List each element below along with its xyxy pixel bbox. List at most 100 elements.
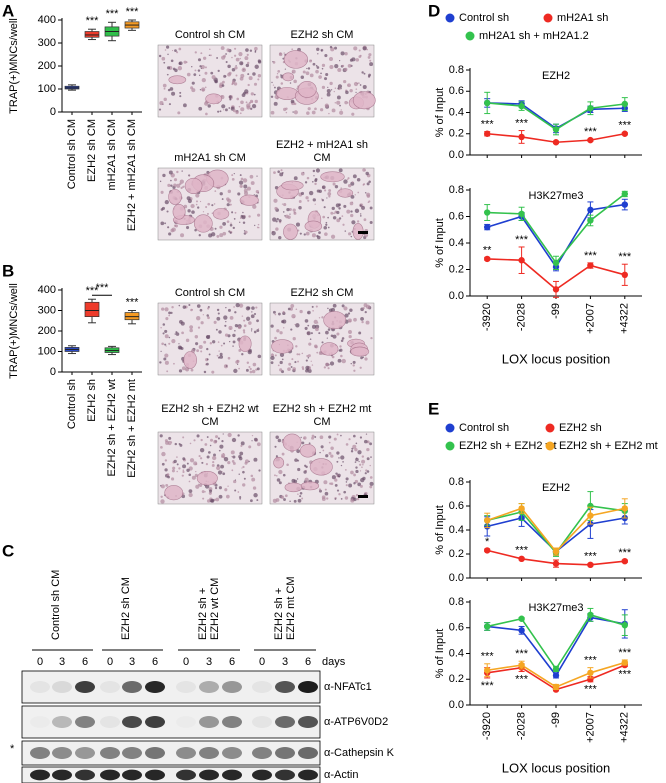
cell-speck (236, 359, 239, 362)
cell-speck (353, 482, 356, 485)
cell-speck (348, 232, 352, 236)
significance: *** (481, 119, 495, 131)
cell-speck (347, 318, 352, 323)
blot-band (145, 747, 165, 759)
cell-speck (355, 91, 357, 94)
cell-speck (298, 206, 302, 210)
cell-speck (344, 52, 348, 56)
cell-speck (279, 368, 283, 372)
cell-speck (182, 464, 187, 469)
cell-speck (163, 357, 167, 361)
series-line (487, 193, 626, 265)
cell-speck (300, 191, 305, 196)
point (552, 259, 560, 267)
cell-speck (232, 340, 236, 344)
cell-speck (188, 480, 191, 483)
cell-speck (339, 110, 344, 115)
cell-speck (159, 434, 163, 438)
cell-speck (358, 331, 362, 335)
cell-speck (250, 107, 253, 110)
cell-speck (231, 211, 234, 214)
blot-band (252, 716, 272, 728)
cell-speck (333, 90, 335, 93)
cell-speck (217, 110, 220, 113)
x-tick-label: -3920 (481, 303, 493, 331)
cell-speck (326, 89, 331, 94)
cell-speck (270, 110, 275, 115)
cell-speck (293, 79, 297, 84)
cell-speck (323, 480, 328, 485)
cell-speck (286, 463, 289, 467)
cell-speck (304, 326, 308, 330)
cell-speck (210, 71, 214, 75)
cell-speck (336, 332, 340, 336)
cell-speck (162, 332, 165, 335)
cell-speck (370, 456, 372, 458)
panel-label: B (2, 261, 14, 280)
cell-speck (284, 68, 287, 70)
cell-speck (198, 234, 201, 237)
cell-speck (211, 232, 216, 237)
y-tick-label: 0.0 (449, 149, 464, 161)
blot-band (222, 747, 242, 759)
cell-speck (365, 304, 371, 310)
cell-speck (169, 87, 174, 91)
osteoclast (299, 444, 316, 458)
cell-speck (164, 360, 169, 365)
cell-speck (281, 452, 285, 456)
cell-speck (365, 171, 369, 176)
point (587, 611, 594, 619)
cell-speck (238, 52, 243, 57)
cell-speck (223, 315, 228, 320)
cell-speck (219, 192, 223, 196)
cell-speck (333, 437, 337, 441)
cell-speck (199, 308, 203, 312)
cell-speck (244, 56, 249, 61)
cell-speck (359, 215, 362, 217)
point (621, 201, 628, 208)
subplot-title: H3K27me3 (528, 602, 583, 614)
cell-speck (200, 321, 204, 325)
blot-group-label: EZH2 sh + EZH2 wt CM (197, 577, 221, 640)
cell-speck (348, 483, 353, 488)
cell-speck (160, 190, 164, 194)
cell-speck (223, 109, 225, 111)
cell-speck (194, 228, 197, 232)
osteoclast (320, 171, 345, 183)
legend-label: EZH2 sh + EZH2 wt (459, 440, 557, 452)
cell-speck (228, 71, 232, 75)
cell-speck (277, 70, 281, 73)
cell-speck (206, 314, 209, 317)
cell-speck (320, 50, 323, 52)
cell-speck (336, 100, 341, 105)
cell-speck (170, 228, 175, 233)
osteoclast (281, 180, 304, 191)
cell-speck (280, 169, 283, 172)
y-tick-label: 200 (38, 325, 56, 337)
significance: *** (618, 251, 632, 263)
cell-speck (160, 484, 165, 489)
cell-speck (348, 438, 351, 441)
x-tick-label: +4322 (619, 712, 631, 743)
cell-speck (301, 352, 304, 355)
cell-speck (307, 324, 310, 327)
cell-speck (340, 109, 342, 111)
cell-speck (179, 91, 182, 94)
cell-speck (247, 61, 250, 65)
cell-speck (338, 457, 340, 459)
blot-strip (21, 670, 321, 704)
cell-speck (290, 328, 293, 331)
cell-speck (204, 491, 206, 493)
micrograph-title: EZH2 + mH2A1 sh CM (275, 139, 368, 164)
y-tick-label: 400 (38, 284, 56, 296)
significance: *** (86, 285, 100, 297)
blot-band (199, 769, 219, 781)
cell-speck (219, 110, 222, 113)
cell-speck (318, 231, 321, 234)
cell-speck (191, 475, 196, 480)
cell-speck (191, 308, 193, 311)
blot-band (122, 769, 142, 781)
cell-speck (164, 343, 167, 346)
cell-speck (298, 200, 302, 203)
